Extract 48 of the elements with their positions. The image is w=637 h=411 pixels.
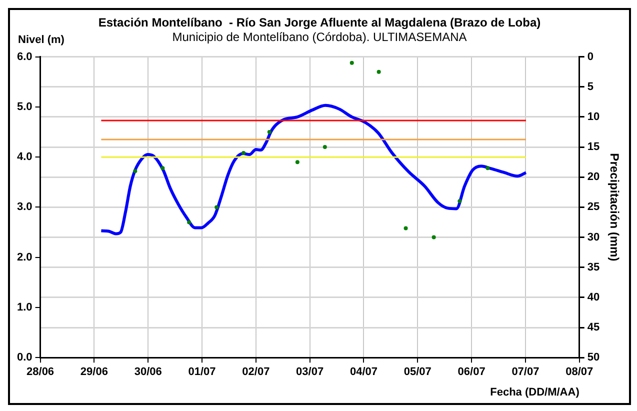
y2-tick-label: 25 — [587, 201, 600, 214]
chart-subtitle: Municipio de Montelíbano (Córdoba). ULTIMASEMANA — [172, 30, 467, 44]
x-tick-label: 07/07 — [512, 366, 540, 378]
x-tick-label: 04/07 — [350, 366, 378, 378]
point — [404, 226, 408, 230]
x-tick-label: 01/07 — [188, 366, 216, 378]
point — [214, 205, 219, 210]
point — [350, 60, 354, 65]
y-axis-title: Nivel (m) — [18, 34, 64, 46]
point — [322, 145, 327, 150]
y2-tick-label: 35 — [587, 261, 600, 274]
y-tick-label: 4.0 — [16, 151, 32, 164]
point — [160, 166, 165, 170]
y2-tick-label: 50 — [587, 352, 600, 364]
y2-tick-label: 45 — [587, 322, 600, 334]
point — [267, 130, 272, 134]
point — [486, 166, 490, 170]
y-tick-label: 0.0 — [16, 352, 32, 364]
x-tick-label: 29/06 — [80, 366, 108, 378]
point — [295, 160, 300, 164]
point — [376, 70, 381, 74]
point — [242, 151, 246, 156]
x-axis-title: Fecha (DD/M/AA) — [490, 386, 580, 398]
y-tick-label: 5.0 — [16, 100, 32, 113]
y2-tick-label: 10 — [587, 110, 600, 123]
y2-tick-label: 15 — [587, 141, 600, 154]
y2-axis-title: Precipitación (mm) — [607, 153, 622, 262]
point — [458, 199, 462, 204]
y2-tick-label: 20 — [587, 171, 600, 184]
y-tick-label: 1.0 — [16, 302, 32, 314]
x-tick-label: 28/06 — [26, 366, 54, 378]
x-tick-label: 03/07 — [296, 366, 324, 378]
y-tick-label: 6.0 — [16, 50, 32, 63]
point — [133, 169, 138, 174]
y-tick-label: 2.0 — [16, 251, 32, 264]
y-tick-label: 3.0 — [16, 201, 32, 214]
point — [432, 235, 436, 240]
y2-tick-label: 40 — [587, 291, 600, 304]
y2-tick-label: 30 — [587, 231, 600, 244]
x-tick-label: 08/07 — [566, 366, 594, 378]
y2-tick-label: 0 — [587, 50, 594, 63]
x-tick-label: 06/07 — [458, 366, 486, 378]
x-tick-label: 05/07 — [404, 366, 432, 378]
y2-tick-label: 5 — [587, 80, 594, 93]
x-tick-label: 02/07 — [242, 366, 270, 378]
chart-title: Estación Montelíbano - Río San Jorge Afluente al Magdalena (Brazo de Loba) — [98, 16, 541, 30]
x-tick-label: 30/06 — [134, 366, 162, 378]
point — [187, 220, 192, 224]
